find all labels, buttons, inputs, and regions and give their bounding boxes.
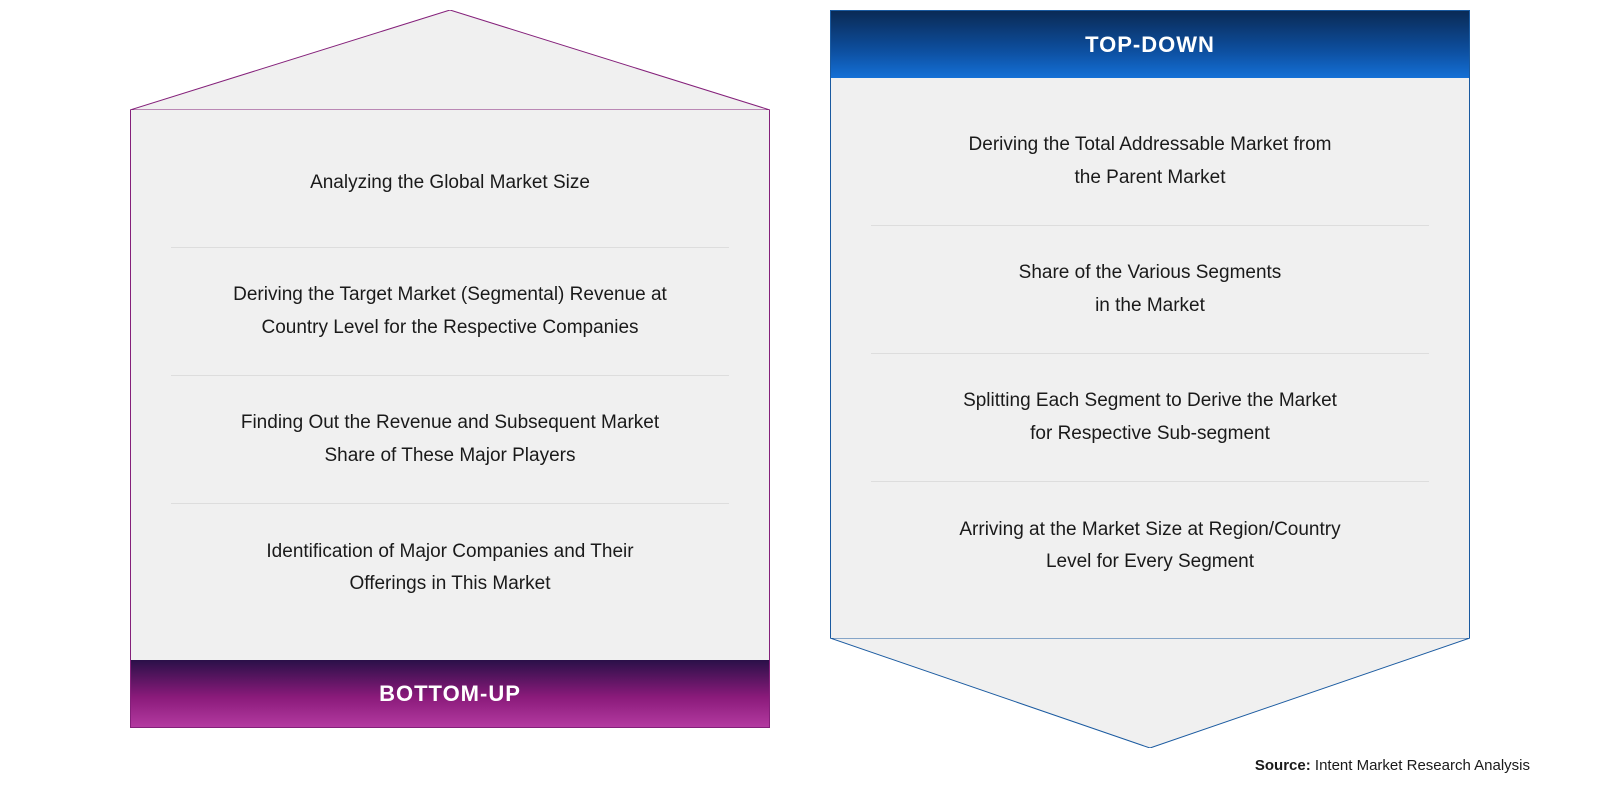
bottom-up-panel: Analyzing the Global Market Size Derivin… <box>130 10 770 750</box>
top-down-panel: TOP-DOWN Deriving the Total Addressable … <box>830 10 1470 750</box>
bottom-up-title: BOTTOM-UP <box>379 681 521 707</box>
step-text: Deriving the Total Addressable Market fr… <box>969 129 1332 161</box>
bottom-up-step-2: Deriving the Target Market (Segmental) R… <box>171 248 729 376</box>
source-attribution: Source: Intent Market Research Analysis <box>1255 757 1530 774</box>
step-text: in the Market <box>1095 290 1205 322</box>
bottom-up-roof-icon <box>130 10 770 110</box>
top-down-step-1: Deriving the Total Addressable Market fr… <box>871 98 1429 226</box>
source-text: Intent Market Research Analysis <box>1311 757 1530 774</box>
step-text: the Parent Market <box>1074 162 1225 194</box>
step-text: Offerings in This Market <box>350 568 551 600</box>
top-down-shape: TOP-DOWN Deriving the Total Addressable … <box>830 10 1470 750</box>
top-down-step-2: Share of the Various Segments in the Mar… <box>871 226 1429 354</box>
step-text: Deriving the Target Market (Segmental) R… <box>233 279 667 311</box>
top-down-step-3: Splitting Each Segment to Derive the Mar… <box>871 354 1429 482</box>
step-text: Analyzing the Global Market Size <box>310 167 590 199</box>
step-text: Splitting Each Segment to Derive the Mar… <box>963 385 1337 417</box>
step-text: for Respective Sub-segment <box>1030 418 1270 450</box>
step-text: Arriving at the Market Size at Region/Co… <box>959 514 1340 546</box>
bottom-up-step-1: Analyzing the Global Market Size <box>171 120 729 248</box>
step-text: Finding Out the Revenue and Subsequent M… <box>241 407 659 439</box>
bottom-up-body: Analyzing the Global Market Size Derivin… <box>130 110 770 660</box>
top-down-title-bar: TOP-DOWN <box>830 10 1470 78</box>
step-text: Level for Every Segment <box>1046 546 1254 578</box>
bottom-up-title-bar: BOTTOM-UP <box>130 660 770 728</box>
step-text: Country Level for the Respective Compani… <box>261 312 638 344</box>
diagram-container: Analyzing the Global Market Size Derivin… <box>0 0 1600 750</box>
top-down-body: Deriving the Total Addressable Market fr… <box>830 78 1470 638</box>
top-down-step-4: Arriving at the Market Size at Region/Co… <box>871 482 1429 610</box>
bottom-up-shape: Analyzing the Global Market Size Derivin… <box>130 10 770 730</box>
bottom-up-step-3: Finding Out the Revenue and Subsequent M… <box>171 376 729 504</box>
step-text: Share of These Major Players <box>325 440 576 472</box>
bottom-up-step-4: Identification of Major Companies and Th… <box>171 504 729 632</box>
step-text: Identification of Major Companies and Th… <box>266 536 633 568</box>
source-label: Source: <box>1255 757 1311 774</box>
top-down-title: TOP-DOWN <box>1085 32 1215 58</box>
top-down-point-icon <box>830 638 1470 748</box>
step-text: Share of the Various Segments <box>1019 257 1282 289</box>
